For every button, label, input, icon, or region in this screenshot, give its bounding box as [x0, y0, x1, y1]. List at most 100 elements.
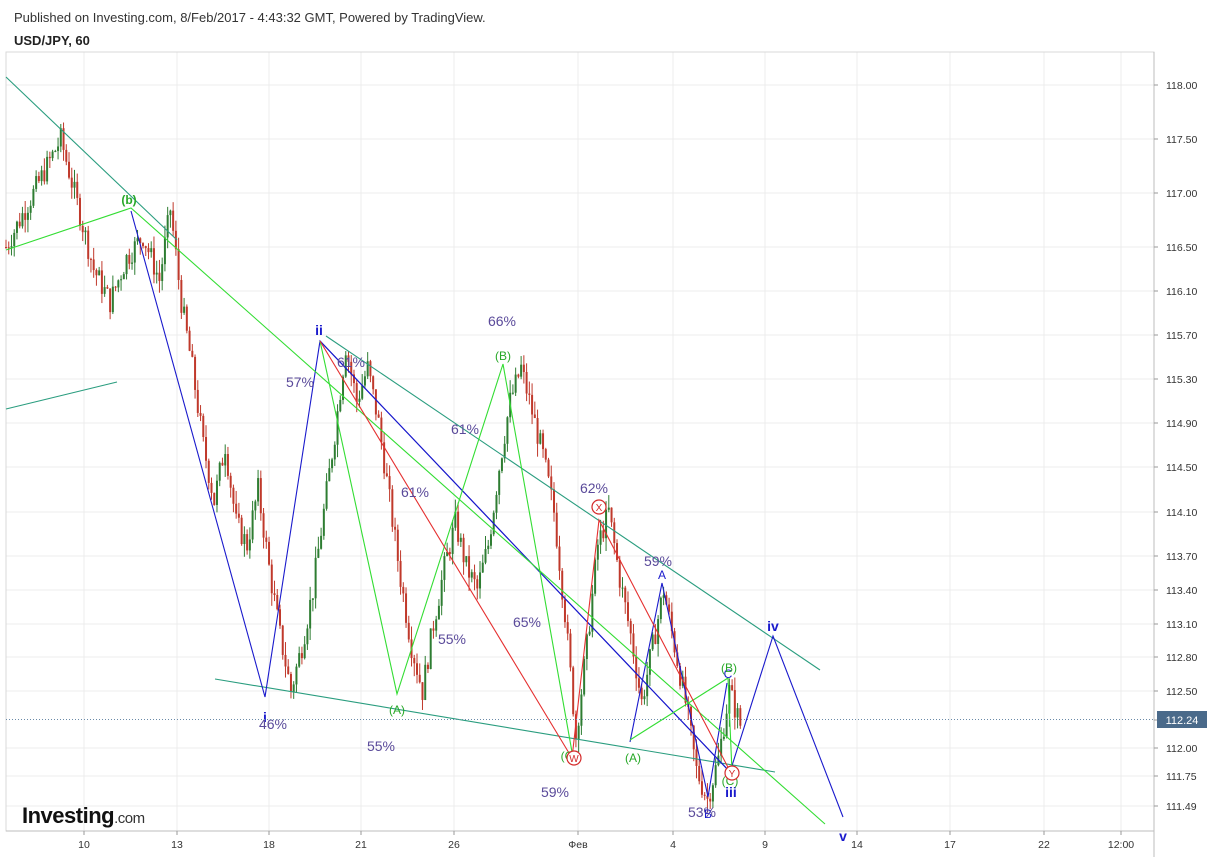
wave-label: A — [658, 568, 666, 582]
candle-body — [418, 674, 421, 683]
candle-body — [413, 658, 416, 664]
candle-body — [550, 476, 553, 490]
y-tick-label: 117.00 — [1166, 188, 1197, 200]
wave-label: C — [724, 667, 733, 681]
retracement-label: 59% — [644, 553, 672, 569]
candle-body — [92, 259, 95, 271]
candle-body — [284, 654, 287, 667]
candle-body — [355, 383, 358, 402]
candle-body — [328, 468, 331, 482]
candle-body — [251, 510, 254, 540]
candle-body — [498, 470, 501, 495]
candle-body — [657, 619, 660, 644]
candle-body — [51, 151, 54, 159]
x-tick-label: 13 — [171, 839, 183, 851]
candle-body — [626, 602, 629, 622]
current-price-label: 112.24 — [1166, 715, 1199, 727]
candle-body — [232, 487, 235, 504]
candle-body — [602, 530, 605, 539]
x-tick-label: 26 — [448, 839, 460, 851]
candle-body — [481, 562, 484, 573]
candle-body — [166, 215, 169, 238]
x-tick-label: 14 — [851, 839, 863, 851]
candle-body — [259, 478, 262, 514]
wave-label: Y — [729, 769, 736, 780]
x-tick-label: 10 — [78, 839, 90, 851]
published-info: Published on Investing.com, 8/Feb/2017 -… — [14, 10, 486, 25]
retracement-label: 57% — [286, 374, 314, 390]
candle-body — [309, 599, 312, 629]
candle-body — [136, 238, 139, 242]
wave-label: ii — [315, 322, 323, 338]
candle-body — [429, 628, 432, 670]
candle-body — [78, 197, 81, 226]
candle-body — [372, 376, 375, 390]
candle-body — [416, 663, 418, 675]
candle-body — [736, 708, 739, 718]
candle-body — [224, 454, 227, 466]
candle-body — [566, 622, 569, 634]
candle-body — [322, 508, 325, 536]
candle-body — [698, 765, 701, 782]
candle-body — [569, 633, 572, 668]
candle-body — [547, 459, 550, 477]
trendline-upper-channel — [325, 335, 821, 671]
candle-body — [281, 625, 284, 655]
x-tick-label: 17 — [944, 839, 956, 851]
retracement-label: 46% — [259, 716, 287, 732]
chart-grid — [6, 52, 1154, 831]
wave-label: (b) — [121, 193, 136, 207]
symbol-title: USD/JPY, 60 — [14, 33, 90, 48]
candle-body — [451, 527, 454, 554]
candle-body — [588, 631, 591, 635]
candle-body — [169, 210, 172, 216]
x-tick-label: 18 — [263, 839, 275, 851]
candle-body — [424, 664, 427, 700]
candle-body — [183, 306, 186, 313]
candle-body — [265, 537, 268, 542]
candle-body — [503, 443, 506, 459]
candle-body — [122, 274, 125, 280]
candle-body — [59, 128, 62, 147]
candle-body — [487, 545, 490, 550]
candle-body — [100, 270, 103, 294]
candle-body — [635, 656, 638, 679]
candle-body — [7, 247, 10, 249]
y-tick-label: 113.10 — [1166, 619, 1197, 631]
y-tick-label: 112.00 — [1166, 743, 1197, 755]
candle-body — [133, 241, 136, 263]
candle-body — [295, 666, 298, 685]
plot-area-border — [5, 51, 1155, 832]
candle-body — [468, 556, 471, 578]
candle-body — [120, 279, 123, 281]
y-tick-label: 113.40 — [1166, 585, 1197, 597]
candle-body — [76, 181, 79, 198]
candle-body — [237, 513, 240, 518]
candle-body — [155, 272, 158, 275]
candle-body — [139, 238, 142, 244]
candle-body — [500, 458, 503, 471]
candle-body — [311, 598, 314, 600]
retracement-label: 61% — [401, 484, 429, 500]
current-price-tag — [1157, 711, 1207, 728]
candle-body — [270, 564, 273, 594]
candle-body — [605, 509, 608, 539]
wave-labels: (b)iiiiiiivvABC(B)(A)(C)(A)(B)(C)WXY57%6… — [121, 193, 847, 844]
candle-body — [54, 150, 57, 152]
candle-body — [180, 279, 183, 313]
candle-body — [279, 609, 281, 626]
candle-body — [476, 579, 479, 589]
candle-body — [273, 593, 276, 596]
candle-body — [446, 551, 449, 557]
candle-body — [276, 595, 279, 610]
candle-body — [37, 176, 40, 182]
candle-body — [580, 694, 583, 726]
candle-body — [70, 177, 73, 188]
wave-label: (A) — [389, 703, 405, 717]
wave-label-ring — [591, 499, 607, 515]
y-tick-label: 115.70 — [1166, 330, 1197, 342]
candle-body — [306, 628, 309, 645]
candle-body — [544, 449, 547, 460]
candle-body — [174, 230, 177, 250]
